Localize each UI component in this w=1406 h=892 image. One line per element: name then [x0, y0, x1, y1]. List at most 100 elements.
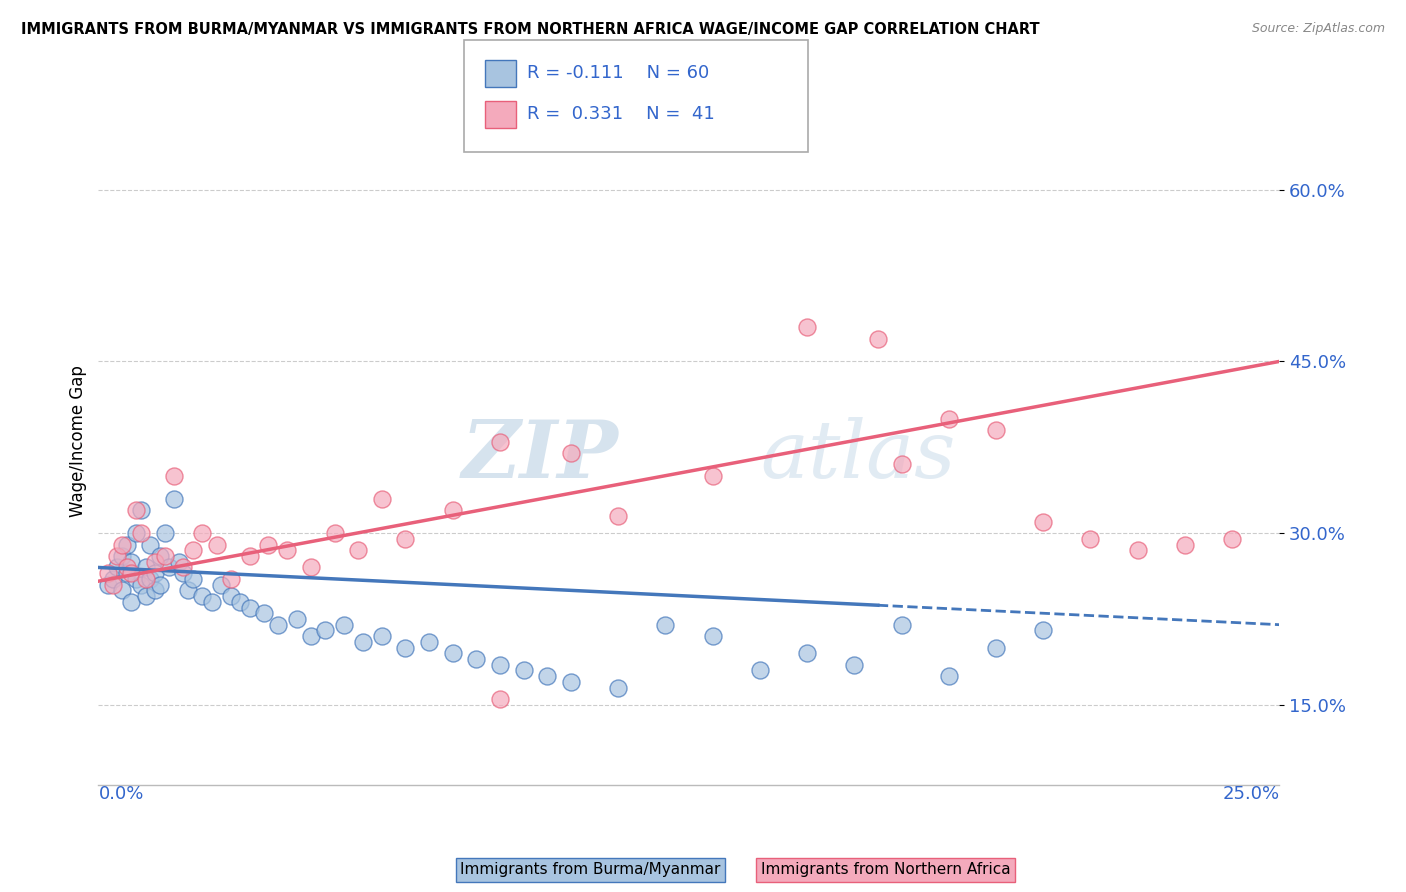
Point	[139, 572, 162, 586]
Point	[607, 681, 630, 695]
Point	[167, 555, 190, 569]
Point	[205, 537, 228, 551]
Point	[465, 652, 488, 666]
Point	[219, 572, 242, 586]
Point	[418, 635, 440, 649]
Point	[149, 549, 172, 563]
Point	[129, 577, 152, 591]
Point	[209, 577, 232, 591]
Point	[153, 549, 176, 563]
Point	[143, 566, 166, 581]
Point	[560, 674, 582, 689]
Point	[239, 600, 262, 615]
Point	[101, 572, 124, 586]
Point	[276, 543, 298, 558]
Point	[115, 566, 138, 581]
Point	[143, 555, 166, 569]
Point	[135, 572, 157, 586]
Point	[135, 560, 157, 574]
Point	[371, 629, 394, 643]
Point	[607, 508, 630, 523]
Point	[938, 669, 960, 683]
Point	[129, 503, 152, 517]
Point	[299, 629, 322, 643]
Point	[1032, 515, 1054, 529]
Text: Immigrants from Northern Africa: Immigrants from Northern Africa	[761, 863, 1011, 877]
Point	[172, 566, 194, 581]
Point	[489, 657, 512, 672]
Point	[229, 595, 252, 609]
Point	[333, 617, 356, 632]
Point	[111, 583, 134, 598]
Point	[560, 446, 582, 460]
Text: ZIP: ZIP	[461, 417, 619, 494]
Text: Immigrants from Burma/Myanmar: Immigrants from Burma/Myanmar	[460, 863, 721, 877]
Point	[984, 423, 1007, 437]
Point	[121, 555, 143, 569]
Point	[1032, 624, 1054, 638]
Point	[172, 560, 194, 574]
Point	[135, 589, 157, 603]
Point	[323, 526, 346, 541]
Point	[105, 560, 128, 574]
Point	[121, 566, 143, 581]
Point	[101, 577, 124, 591]
Point	[352, 635, 374, 649]
Point	[890, 617, 912, 632]
Point	[984, 640, 1007, 655]
Text: IMMIGRANTS FROM BURMA/MYANMAR VS IMMIGRANTS FROM NORTHERN AFRICA WAGE/INCOME GAP: IMMIGRANTS FROM BURMA/MYANMAR VS IMMIGRA…	[21, 22, 1039, 37]
Point	[702, 629, 724, 643]
Point	[257, 537, 280, 551]
Point	[253, 607, 276, 621]
Text: 25.0%: 25.0%	[1222, 785, 1279, 803]
Point	[866, 332, 889, 346]
Point	[1174, 537, 1197, 551]
Point	[105, 549, 128, 563]
Text: R = -0.111    N = 60: R = -0.111 N = 60	[527, 64, 710, 82]
Point	[125, 503, 148, 517]
Point	[125, 572, 148, 586]
Point	[115, 560, 138, 574]
Point	[181, 572, 204, 586]
Text: Source: ZipAtlas.com: Source: ZipAtlas.com	[1251, 22, 1385, 36]
Text: 0.0%: 0.0%	[98, 785, 143, 803]
Point	[201, 595, 224, 609]
Point	[844, 657, 866, 672]
Point	[702, 469, 724, 483]
Point	[111, 549, 134, 563]
Point	[97, 577, 120, 591]
Point	[299, 560, 322, 574]
Point	[121, 595, 143, 609]
Point	[441, 646, 464, 660]
Point	[1126, 543, 1149, 558]
Point	[394, 640, 416, 655]
Point	[97, 566, 120, 581]
Point	[157, 560, 180, 574]
Y-axis label: Wage/Income Gap: Wage/Income Gap	[69, 366, 87, 517]
Point	[181, 543, 204, 558]
Text: atlas: atlas	[759, 417, 955, 494]
Point	[143, 583, 166, 598]
Point	[267, 617, 290, 632]
Point	[371, 491, 394, 506]
Point	[441, 503, 464, 517]
Point	[536, 669, 558, 683]
Point	[748, 664, 770, 678]
Point	[111, 537, 134, 551]
Point	[489, 434, 512, 449]
Point	[938, 411, 960, 425]
Point	[890, 458, 912, 472]
Point	[239, 549, 262, 563]
Point	[177, 583, 200, 598]
Point	[489, 692, 512, 706]
Point	[163, 469, 186, 483]
Point	[1080, 532, 1102, 546]
Point	[191, 589, 214, 603]
Point	[1220, 532, 1243, 546]
Text: R =  0.331    N =  41: R = 0.331 N = 41	[527, 105, 716, 123]
Point	[796, 646, 818, 660]
Point	[512, 664, 534, 678]
Point	[139, 537, 162, 551]
Point	[285, 612, 308, 626]
Point	[115, 537, 138, 551]
